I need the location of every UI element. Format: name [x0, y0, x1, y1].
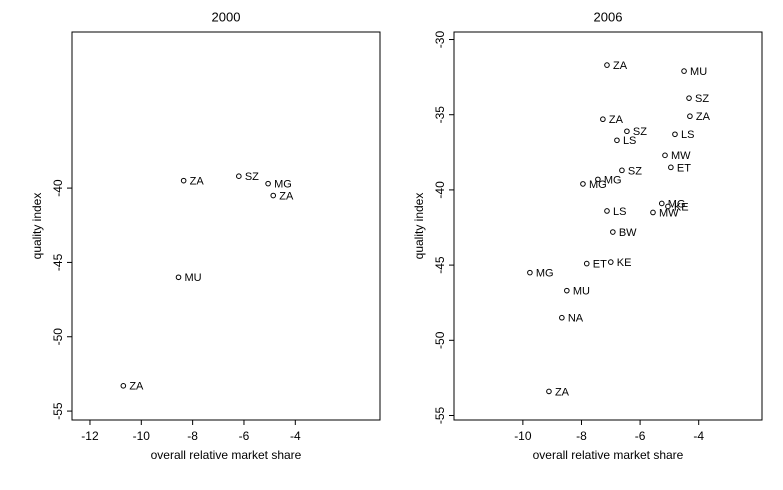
- point: [604, 208, 610, 214]
- point-label: ET: [593, 259, 607, 271]
- y-tick-label: -55: [433, 406, 447, 424]
- point-label: MU: [185, 272, 202, 284]
- point-label: KE: [674, 201, 689, 213]
- point: [559, 314, 565, 321]
- x-tick-label: -4: [290, 429, 301, 443]
- point: [265, 180, 271, 187]
- panel-title: 2006: [594, 9, 623, 24]
- point: [614, 137, 620, 144]
- point: [120, 383, 127, 389]
- point-label: ZA: [190, 176, 205, 188]
- point-label: ZA: [613, 60, 628, 72]
- point: [236, 173, 242, 179]
- point-label: ZA: [609, 114, 624, 126]
- point-label: ET: [677, 162, 691, 174]
- x-tick-label: -6: [635, 429, 646, 443]
- point: [662, 152, 668, 159]
- point: [580, 181, 586, 187]
- y-tick-label: -45: [433, 256, 447, 274]
- point: [564, 287, 570, 294]
- point-label: LS: [613, 206, 626, 218]
- y-tick-label: -40: [433, 181, 447, 199]
- point-label: SZ: [628, 165, 642, 177]
- point: [619, 167, 625, 174]
- point: [610, 229, 616, 235]
- x-axis-title: overall relative market share: [533, 448, 684, 462]
- x-tick-label: -8: [576, 429, 587, 443]
- y-axis-title: quality index: [30, 193, 44, 260]
- point: [681, 68, 687, 74]
- point-label: SZ: [633, 126, 647, 138]
- point-label: MG: [589, 179, 607, 191]
- point: [665, 203, 671, 210]
- point-label: NA: [568, 313, 584, 325]
- point: [687, 113, 693, 120]
- point-label: MG: [536, 268, 554, 280]
- y-tick-label: -35: [433, 106, 447, 124]
- point-label: MU: [573, 286, 590, 298]
- point: [650, 209, 656, 216]
- point-label: MW: [671, 150, 691, 162]
- point: [604, 62, 610, 68]
- point-label: LS: [623, 135, 636, 147]
- x-axis-title: overall relative market share: [151, 448, 302, 462]
- point-label: MG: [274, 179, 292, 191]
- y-tick-label: -30: [433, 31, 447, 49]
- plot-area: [71, 31, 381, 421]
- point: [180, 177, 187, 184]
- point: [672, 131, 678, 138]
- point-label: MG: [668, 198, 686, 210]
- y-tick-label: -50: [51, 328, 65, 346]
- point-label: ZA: [129, 381, 144, 393]
- point-label: MG: [604, 174, 622, 186]
- point: [658, 200, 665, 207]
- point-label: LS: [681, 129, 694, 141]
- point-label: SZ: [245, 171, 259, 183]
- point-label: ZA: [555, 386, 570, 398]
- x-tick-label: -12: [81, 429, 99, 443]
- point-label: MU: [690, 66, 707, 78]
- panel-title: 2000: [212, 9, 241, 24]
- point: [175, 274, 182, 281]
- y-tick-label: -40: [51, 179, 65, 197]
- point: [668, 164, 674, 171]
- plot-area: [453, 31, 763, 421]
- point: [270, 192, 277, 199]
- x-tick-label: -10: [514, 429, 532, 443]
- point-label: ZA: [279, 190, 294, 202]
- point: [607, 259, 614, 265]
- x-tick-label: -10: [133, 429, 151, 443]
- x-tick-label: -6: [239, 429, 250, 443]
- point: [527, 269, 533, 276]
- point-label: ZA: [696, 111, 711, 123]
- point: [600, 116, 606, 123]
- point: [583, 260, 590, 267]
- y-tick-label: -45: [51, 253, 65, 271]
- x-tick-label: -4: [693, 429, 704, 443]
- y-tick-label: -55: [51, 402, 65, 420]
- x-tick-label: -8: [187, 429, 198, 443]
- point-label: BW: [619, 227, 637, 239]
- point-label: MW: [659, 207, 679, 219]
- point-label: KE: [617, 257, 632, 269]
- point: [595, 176, 601, 183]
- point: [624, 128, 630, 135]
- y-axis-title: quality index: [412, 193, 426, 260]
- point: [686, 95, 692, 101]
- y-tick-label: -50: [433, 331, 447, 349]
- point-label: SZ: [695, 93, 709, 105]
- point: [546, 388, 552, 395]
